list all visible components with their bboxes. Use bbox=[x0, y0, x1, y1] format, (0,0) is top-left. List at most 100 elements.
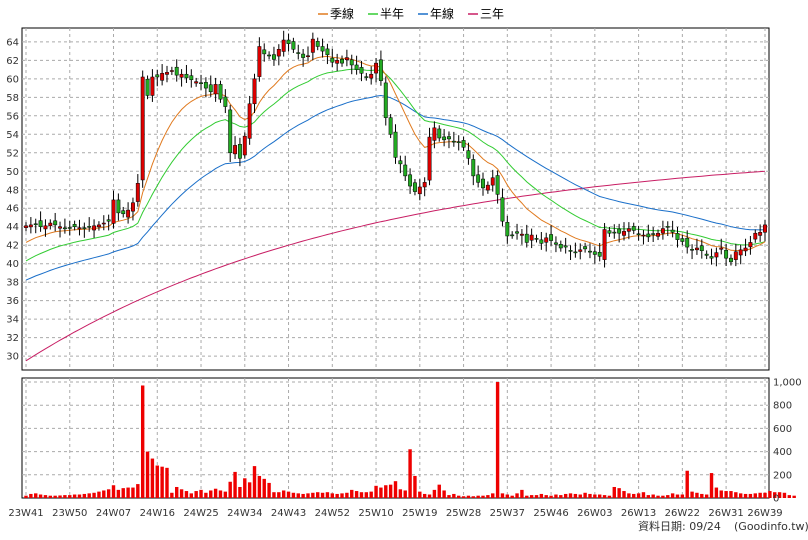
volume-bar bbox=[68, 495, 72, 498]
week-tick-label: 25W19 bbox=[402, 508, 437, 519]
candle-body bbox=[140, 76, 145, 181]
price-axis: 30 32 34 36 38 40 42 44 46 48 50 52 54 56 58 60 62 64 bbox=[6, 37, 19, 362]
volume-panel bbox=[21, 377, 770, 499]
volume-bar bbox=[374, 485, 378, 498]
volume-bar bbox=[670, 493, 675, 498]
volume-bar bbox=[247, 482, 252, 498]
volume-bar bbox=[325, 492, 330, 498]
candle-body bbox=[485, 184, 490, 191]
candle-body bbox=[660, 228, 665, 234]
price-tick-label: 50 bbox=[6, 167, 19, 178]
volume-bar bbox=[38, 494, 43, 498]
volume-bar bbox=[427, 494, 432, 498]
volume-bar bbox=[233, 471, 237, 498]
candle-body bbox=[709, 256, 714, 259]
candle-body bbox=[758, 232, 763, 236]
candle-body bbox=[651, 233, 656, 235]
week-tick-label: 25W46 bbox=[533, 508, 568, 519]
candle-body bbox=[276, 49, 281, 57]
volume-bar bbox=[748, 493, 753, 498]
volume-bar bbox=[525, 495, 529, 498]
week-tick-label: 23W50 bbox=[52, 508, 87, 519]
candle-body bbox=[563, 245, 568, 248]
candle-body bbox=[359, 67, 364, 74]
volume-bar bbox=[48, 495, 53, 498]
volume-bar bbox=[457, 495, 461, 498]
price-tick-label: 46 bbox=[6, 204, 19, 215]
candle-body bbox=[626, 228, 631, 232]
volume-bar bbox=[24, 495, 28, 498]
candle-body bbox=[306, 55, 310, 57]
volume-bar bbox=[442, 490, 446, 498]
volume-bar bbox=[495, 382, 500, 498]
candle-body bbox=[519, 233, 524, 236]
candle-body bbox=[374, 62, 379, 74]
volume-bar bbox=[72, 494, 77, 498]
candle-body bbox=[476, 174, 481, 183]
volume-bar bbox=[165, 467, 169, 498]
candle-body bbox=[733, 251, 738, 260]
price-tick-label: 64 bbox=[6, 37, 19, 48]
volume-tick-label: 800 bbox=[773, 401, 792, 412]
data-date-label: 資料日期: 09/24 bbox=[638, 519, 721, 533]
volume-bar bbox=[209, 490, 213, 498]
volume-bar bbox=[738, 493, 743, 498]
candle-body bbox=[714, 252, 719, 258]
volume-bar bbox=[150, 458, 155, 498]
volume-bar bbox=[690, 491, 694, 498]
volume-bar bbox=[700, 493, 704, 498]
candle-body bbox=[461, 140, 466, 148]
candle-body bbox=[675, 233, 680, 240]
volume-bar bbox=[622, 491, 626, 498]
price-tick-label: 34 bbox=[6, 315, 19, 326]
volume-bar bbox=[714, 487, 719, 498]
volume-bar bbox=[549, 495, 553, 498]
week-axis: 23W41 23W50 24W07 24W16 24W25 24W34 24W43 24W52… bbox=[8, 508, 782, 519]
volume-bar bbox=[194, 491, 198, 498]
candle-body bbox=[529, 234, 534, 241]
volume-bar bbox=[743, 493, 748, 498]
volume-bar bbox=[782, 492, 787, 498]
volume-bar bbox=[685, 470, 689, 498]
volume-bar bbox=[330, 493, 334, 498]
volume-bar bbox=[291, 492, 296, 498]
volume-bar bbox=[126, 487, 130, 498]
price-tick-label: 58 bbox=[6, 93, 19, 104]
candle-body bbox=[340, 58, 344, 64]
volume-bar bbox=[384, 485, 388, 498]
candle-body bbox=[213, 84, 218, 95]
candle-body bbox=[641, 234, 646, 237]
candle-body bbox=[383, 82, 388, 118]
candle-body bbox=[738, 249, 743, 256]
candle-body bbox=[242, 135, 247, 156]
candle-body bbox=[597, 251, 602, 257]
volume-bar bbox=[277, 492, 281, 498]
week-tick-label: 26W13 bbox=[621, 508, 656, 519]
candle-body bbox=[194, 81, 199, 84]
candle-body bbox=[588, 250, 592, 253]
candle-body bbox=[631, 226, 636, 231]
volume-bar bbox=[393, 481, 398, 498]
candle-body bbox=[622, 231, 626, 236]
candle-body bbox=[388, 117, 393, 135]
volume-tick-label: 200 bbox=[773, 470, 792, 481]
volume-bar bbox=[758, 492, 762, 498]
candle-body bbox=[408, 174, 413, 187]
ma-3year-line bbox=[25, 170, 766, 362]
candle-body bbox=[549, 234, 554, 241]
candle-body bbox=[583, 246, 588, 250]
candle-body bbox=[403, 164, 408, 177]
volume-bar bbox=[350, 489, 354, 498]
candle-body bbox=[456, 141, 461, 143]
volume-bar bbox=[680, 494, 685, 498]
candle-body bbox=[320, 46, 325, 52]
volume-bar bbox=[403, 490, 407, 498]
candle-body bbox=[427, 136, 432, 181]
volume-bar bbox=[510, 495, 514, 498]
volume-tick-label: 600 bbox=[773, 424, 792, 435]
candle-body bbox=[592, 251, 597, 255]
volume-bar bbox=[140, 385, 145, 498]
candle-body bbox=[568, 250, 573, 252]
volume-bar bbox=[29, 493, 33, 498]
volume-bar bbox=[471, 496, 475, 498]
